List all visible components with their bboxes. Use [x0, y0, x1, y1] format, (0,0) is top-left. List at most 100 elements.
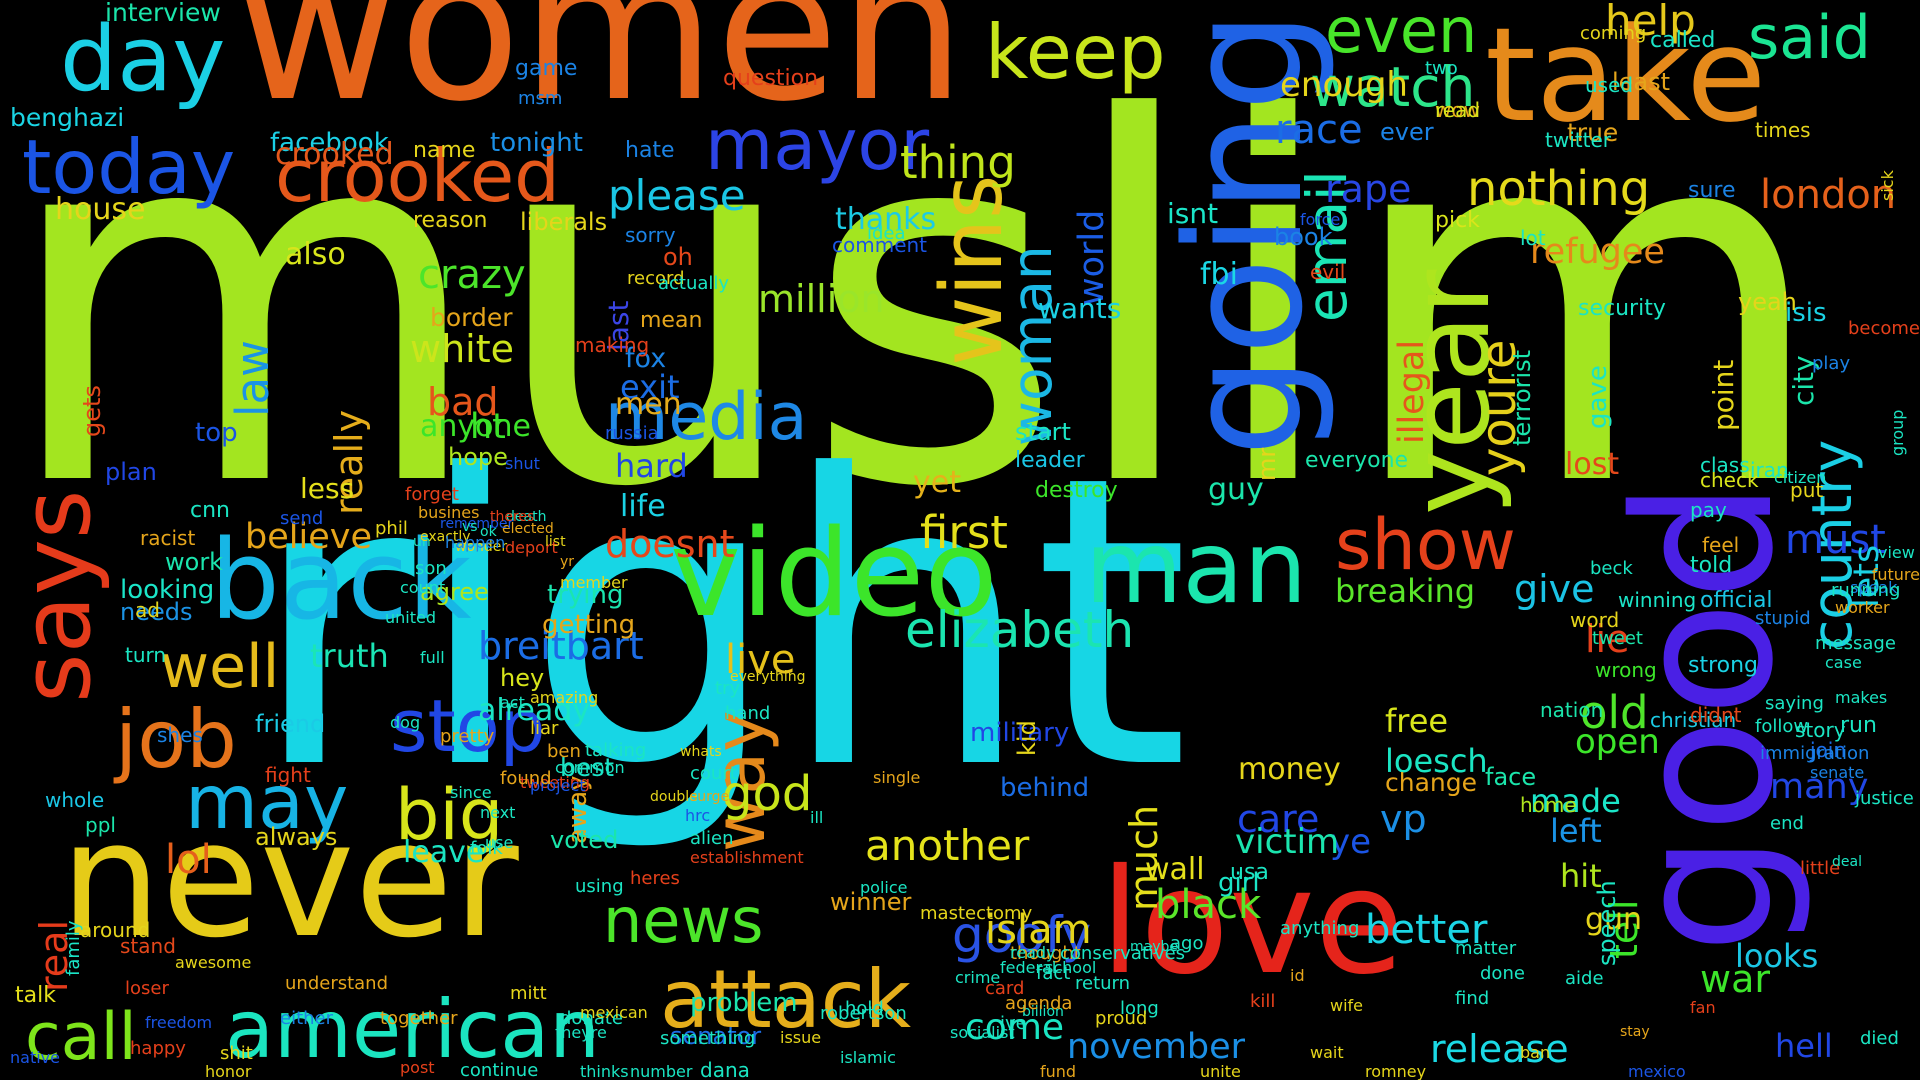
- word-release: release: [1430, 1027, 1569, 1071]
- word-beck: beck: [1590, 558, 1633, 579]
- word-least: least: [1612, 68, 1671, 96]
- word-talking: talking: [585, 740, 647, 761]
- word-kid: kid: [1013, 720, 1041, 756]
- word-problem: problem: [690, 988, 798, 1018]
- word-wrong: wrong: [1595, 658, 1657, 682]
- word-breaking: breaking: [1335, 572, 1476, 610]
- word-even: even: [1325, 0, 1478, 67]
- word-terrorist: terrorist: [1508, 349, 1536, 446]
- word-saying: saying: [1765, 693, 1824, 714]
- word-name: name: [413, 138, 476, 163]
- word-pick: pick: [1435, 208, 1480, 233]
- word-friend: friend: [255, 710, 326, 738]
- word-call: call: [25, 1000, 137, 1075]
- word-surge: surge: [690, 789, 730, 805]
- word-book: book: [1274, 223, 1333, 251]
- word-facebook: facebook: [270, 128, 389, 158]
- word-deport: deport: [505, 538, 558, 557]
- word-long: long: [1120, 998, 1159, 1019]
- word-first: first: [920, 506, 1008, 559]
- word-play: play: [1812, 353, 1851, 374]
- word-true: true: [1567, 118, 1619, 147]
- word-member: member: [560, 573, 628, 592]
- word-court: court: [690, 763, 737, 784]
- word-running: running: [1831, 580, 1901, 601]
- word-msm: msm: [518, 88, 563, 109]
- word-used: used: [1585, 73, 1634, 97]
- word-stop: stop: [390, 684, 546, 768]
- word-together: together: [380, 1008, 458, 1029]
- word-told: told: [1690, 553, 1733, 578]
- word-federal: federal: [1000, 958, 1057, 977]
- word-victim: victim: [1235, 822, 1340, 862]
- word-made: made: [1530, 782, 1621, 820]
- word-count: count: [400, 578, 446, 597]
- word-wife: wife: [1330, 996, 1364, 1015]
- word-didnt: didnt: [1690, 703, 1742, 727]
- word-ever: ever: [1380, 118, 1434, 146]
- word-voted: voted: [550, 826, 619, 854]
- word-strong: strong: [1688, 653, 1759, 678]
- word-worker: worker: [1835, 598, 1890, 617]
- word-single: single: [873, 768, 921, 787]
- word-fan: fan: [1690, 998, 1716, 1017]
- word-racist: racist: [140, 526, 196, 550]
- word-getting: getting: [542, 610, 636, 640]
- word-gun: gun: [1585, 902, 1643, 937]
- word-alien: alien: [690, 828, 734, 849]
- word-ago: ago: [1170, 933, 1204, 954]
- word-woman: woman: [1000, 245, 1064, 446]
- word-done: done: [1480, 963, 1525, 984]
- word-twitter: twitter: [1545, 128, 1611, 152]
- word-looking: looking: [120, 575, 215, 605]
- word-thanks: thanks: [835, 202, 937, 237]
- word-wait: wait: [1310, 1043, 1344, 1062]
- word-oh: oh: [663, 243, 693, 271]
- word-also: also: [285, 237, 346, 272]
- word-hand: hand: [725, 703, 771, 724]
- word-day: day: [60, 7, 226, 112]
- word-whole: whole: [45, 788, 105, 812]
- word-november: november: [1067, 1027, 1246, 1067]
- word-speech: speech: [1593, 880, 1621, 966]
- word-rape: rape: [1325, 167, 1412, 211]
- word-heres: heres: [630, 868, 680, 889]
- word-hit: hit: [1560, 857, 1602, 895]
- word-white: white: [410, 327, 514, 371]
- word-follow: follow: [1755, 716, 1809, 737]
- word-best: best: [560, 753, 615, 782]
- word-never: never: [60, 786, 519, 973]
- word-cnn: cnn: [190, 498, 230, 523]
- word-today: today: [22, 123, 236, 211]
- word-ppl: ppl: [85, 813, 116, 837]
- word-elected: elected: [502, 521, 554, 537]
- word-wow: wow: [1435, 98, 1480, 122]
- word-act: act: [500, 693, 525, 712]
- word-better: better: [1365, 907, 1488, 953]
- word-united: united: [385, 608, 436, 627]
- word-ban: ban: [1520, 1043, 1551, 1062]
- word-run: run: [1840, 713, 1877, 738]
- word-interview: interview: [105, 0, 221, 27]
- word-shit: shit: [220, 1043, 253, 1064]
- word-remember: remember: [440, 516, 514, 532]
- word-yet: yet: [913, 465, 961, 500]
- word-mayor: mayor: [705, 104, 930, 186]
- word-try: try: [715, 678, 741, 699]
- word-wall: wall: [1145, 852, 1205, 887]
- word-hold: hold: [845, 998, 884, 1019]
- word-ill: ill: [810, 808, 824, 827]
- word-end: end: [1770, 813, 1804, 834]
- word-doesnt: doesnt: [605, 522, 735, 566]
- word-son: son: [415, 558, 447, 579]
- word-amazing: amazing: [530, 688, 599, 707]
- word-shes: shes: [157, 723, 203, 747]
- word-full: full: [420, 648, 445, 667]
- word-yr: yr: [560, 554, 575, 570]
- word-plan: plan: [105, 458, 157, 486]
- word-group: group: [1888, 409, 1907, 456]
- word-anything: anything: [1280, 918, 1360, 939]
- word-usa: usa: [1230, 860, 1269, 885]
- word-said: said: [1748, 3, 1871, 73]
